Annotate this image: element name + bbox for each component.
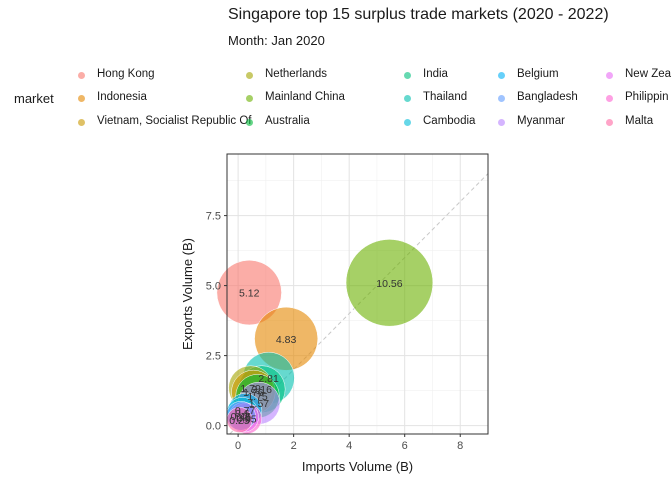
legend-label: Vietnam, Socialist Republic Of [97, 115, 252, 127]
legend-label: Malta [625, 115, 654, 127]
bubble-label: 0.5 [236, 412, 251, 424]
legend-label: Indonesia [97, 91, 147, 103]
y-tick-label: 0.0 [206, 421, 221, 433]
x-axis-title: Imports Volume (B) [302, 459, 413, 474]
y-tick-label: 2.5 [206, 351, 221, 363]
bubble-label: 1.76 [243, 387, 264, 399]
chart-title: Singapore top 15 surplus trade markets (… [228, 6, 609, 23]
legend-key [78, 72, 85, 79]
legend-label: New Zea [625, 68, 672, 80]
bubble-label: 2.81 [258, 373, 279, 385]
legend-label: Bangladesh [517, 91, 578, 103]
legend-key [246, 72, 253, 79]
x-tick-label: 8 [457, 440, 463, 452]
legend-key [606, 119, 613, 126]
bubble-label: 1.57 [249, 398, 270, 410]
legend-label: Myanmar [517, 115, 565, 127]
chart-subtitle: Month: Jan 2020 [228, 33, 325, 48]
plot-border [226, 153, 489, 435]
legend-key [246, 119, 253, 126]
x-tick-label: 0 [235, 440, 241, 452]
bubble-label: 2.16 [251, 384, 272, 396]
y-tick-label: 5.0 [206, 281, 221, 293]
legend-label: Thailand [423, 91, 468, 103]
bubble-label: 0.45 [231, 411, 252, 423]
legend-key [498, 95, 505, 102]
legend-label: Netherlands [265, 68, 328, 80]
legend-label: Philippin [625, 91, 669, 103]
bubble-label: 10.56 [376, 278, 402, 290]
bubble-label: 1.79 [240, 383, 261, 395]
bubble-label: 0.55 [236, 414, 257, 426]
legend-label: Australia [265, 115, 310, 127]
bubble-label: 1.75 [247, 391, 268, 403]
legend-key [404, 119, 411, 126]
x-tick-label: 6 [402, 440, 408, 452]
x-tick-label: 4 [346, 440, 352, 452]
x-tick-label: 2 [291, 440, 297, 452]
legend-key [246, 95, 253, 102]
bubble-label: 5.12 [239, 288, 260, 300]
y-axis-title: Exports Volume (B) [180, 238, 195, 350]
legend-key [606, 95, 613, 102]
legend-label: Hong Kong [97, 68, 155, 80]
legend-key [404, 95, 411, 102]
legend-key [78, 95, 85, 102]
legend-label: Cambodia [423, 115, 476, 127]
data-bubble [216, 260, 282, 326]
bubble-label: 0.77 [235, 405, 256, 417]
legend-key [606, 72, 613, 79]
bubble-label: 0.6 [235, 408, 250, 420]
data-bubble [345, 239, 434, 327]
y-tick-label: 7.5 [206, 211, 221, 223]
legend-label: Belgium [517, 68, 559, 80]
legend-label: India [423, 68, 448, 80]
legend-title: market [14, 91, 54, 106]
bubble-label: 4.83 [276, 334, 297, 346]
bubble-label: 0.25 [229, 415, 250, 427]
legend-label: Mainland China [265, 91, 345, 103]
legend-key [498, 72, 505, 79]
legend-key [78, 119, 85, 126]
legend-key [404, 72, 411, 79]
legend-key [498, 119, 505, 126]
